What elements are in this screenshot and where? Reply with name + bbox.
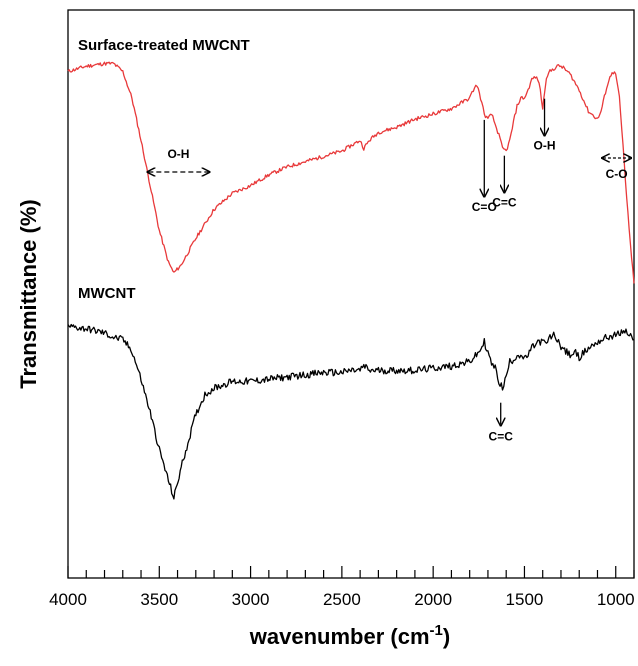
series-label-mwcnt: MWCNT <box>78 285 135 302</box>
x-tick-label: 1000 <box>597 590 635 609</box>
x-axis-title-sup: -1 <box>430 622 443 639</box>
x-tick-label: 1500 <box>506 590 544 609</box>
x-tick-label: 2000 <box>414 590 452 609</box>
annotation-label: O-H <box>167 147 189 161</box>
x-tick-label: 2500 <box>323 590 361 609</box>
y-axis-title: Transmittance (%) <box>16 199 41 389</box>
x-tick-label: 3000 <box>232 590 270 609</box>
annotation-label: C=O <box>472 200 497 214</box>
x-axis-title-main: wavenumber (cm <box>249 624 430 649</box>
x-tick-label: 4000 <box>49 590 87 609</box>
x-axis-ticks <box>67 566 635 578</box>
series-label-treated: Surface-treated MWCNT <box>78 37 250 54</box>
annotation-label: C=C <box>492 196 517 210</box>
series-line-treated <box>67 61 635 284</box>
x-axis-tick-labels: 4000 3500 3000 2500 2000 1500 1000 <box>49 590 635 609</box>
annotation-label: C-O <box>606 167 628 181</box>
x-axis-title-close: ) <box>443 624 450 649</box>
annotation-label: C=C <box>489 430 514 444</box>
x-axis-title: wavenumber (cm-1) <box>249 622 450 649</box>
x-tick-label: 3500 <box>140 590 178 609</box>
annotation-label: O-H <box>534 139 556 153</box>
annotation-layer: O-HC=OC=CO-HC-OC=C <box>148 98 630 444</box>
series-layer <box>67 61 635 500</box>
plot-frame <box>67 9 635 579</box>
series-line-mwcnt <box>67 323 635 500</box>
